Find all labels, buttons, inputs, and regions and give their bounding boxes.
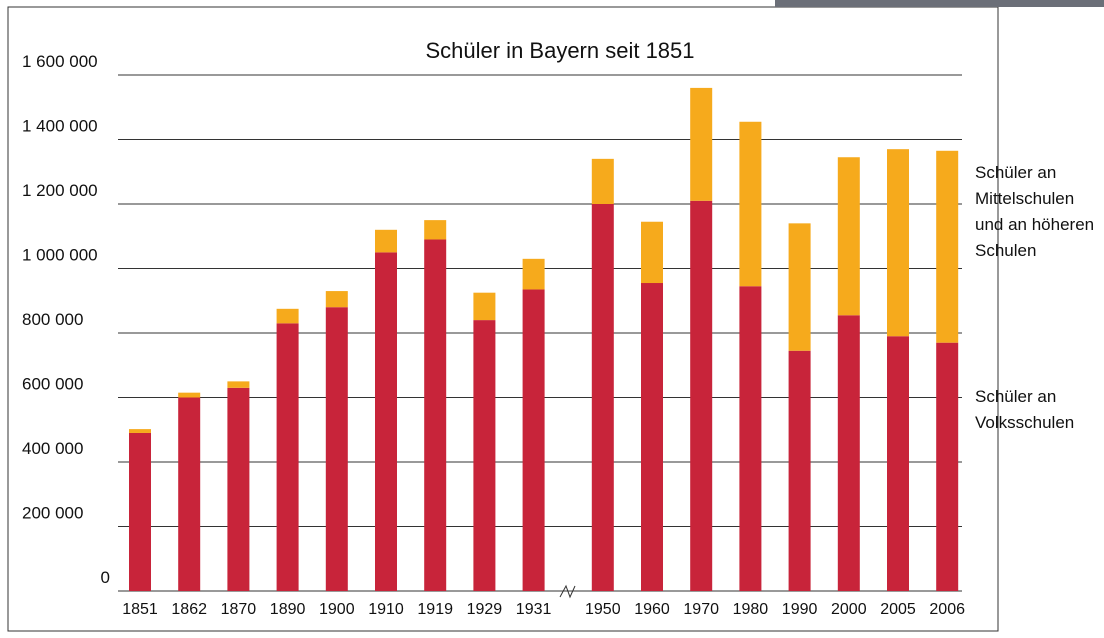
x-tick-label: 1929 [467,601,503,618]
axis-break [559,584,576,599]
bar-segment [473,292,496,321]
y-tick-label: 0 [101,568,110,587]
x-tick-label: 1970 [683,601,719,618]
bar-segment [936,342,959,591]
bar-segment [887,336,909,591]
y-tick-label: 1 600 000 [22,52,98,71]
photo-edge [775,0,1104,7]
bar-segment [424,239,447,591]
bar-segment [227,381,250,388]
bar-segment [522,258,545,290]
y-tick-label: 1 200 000 [22,181,98,200]
x-tick-label: 1870 [221,601,257,618]
bar-segment [375,252,397,591]
bar-segment [129,429,151,433]
bar-segment [276,308,299,324]
bar-segment [178,392,201,398]
x-tick-label: 1960 [634,601,670,618]
x-tick-label: 1980 [733,601,769,618]
bar-segment [591,204,614,591]
x-tick-label: 2006 [929,601,965,618]
x-tick-label: 2005 [880,601,916,618]
x-tick-label: 1931 [516,601,552,618]
y-tick-label: 600 000 [22,375,83,394]
y-tick-label: 800 000 [22,310,83,329]
bar-segment [690,200,713,591]
bar-segment [178,397,201,591]
y-tick-label: 400 000 [22,439,83,458]
legend-entry: Schüler an Mittelschulen und an höheren … [975,163,1095,260]
x-tick-label: 1990 [782,601,818,618]
bar-segment [739,286,762,591]
x-tick-label: 1950 [585,601,621,618]
bar-segment [837,157,860,316]
bar-segment [375,229,397,253]
bar-segment [690,87,713,201]
bar-segment [887,149,909,337]
bar-segment [473,320,496,591]
x-tick-label: 2000 [831,601,867,618]
bar-segment [936,150,959,343]
x-tick-label: 1890 [270,601,306,618]
bar-segment [129,432,151,591]
x-tick-label: 1862 [171,601,207,618]
bar-segment [739,121,762,287]
bar-segment [591,158,614,204]
bar-segment [424,220,447,240]
y-tick-label: 200 000 [22,504,83,523]
y-tick-label: 1 000 000 [22,246,98,265]
bar-segment [837,315,860,591]
x-tick-label: 1910 [368,601,404,618]
bar-segment [276,323,299,591]
y-tick-label: 1 400 000 [22,117,98,136]
x-tick-label: 1851 [122,601,158,618]
bar-segment [641,221,663,284]
bar-segment [641,283,663,591]
bar-segment [788,350,811,591]
bar-segment [788,223,811,351]
chart-title: Schüler in Bayern seit 1851 [425,38,694,63]
frame [7,6,999,632]
legend-entry: Schüler an Volksschulen [975,387,1075,432]
x-tick-label: 1919 [417,601,453,618]
bar-segment [325,307,348,591]
bar-segment [325,291,348,308]
bar-segment [522,289,545,591]
x-tick-label: 1900 [319,601,355,618]
bar-segment [227,387,250,591]
